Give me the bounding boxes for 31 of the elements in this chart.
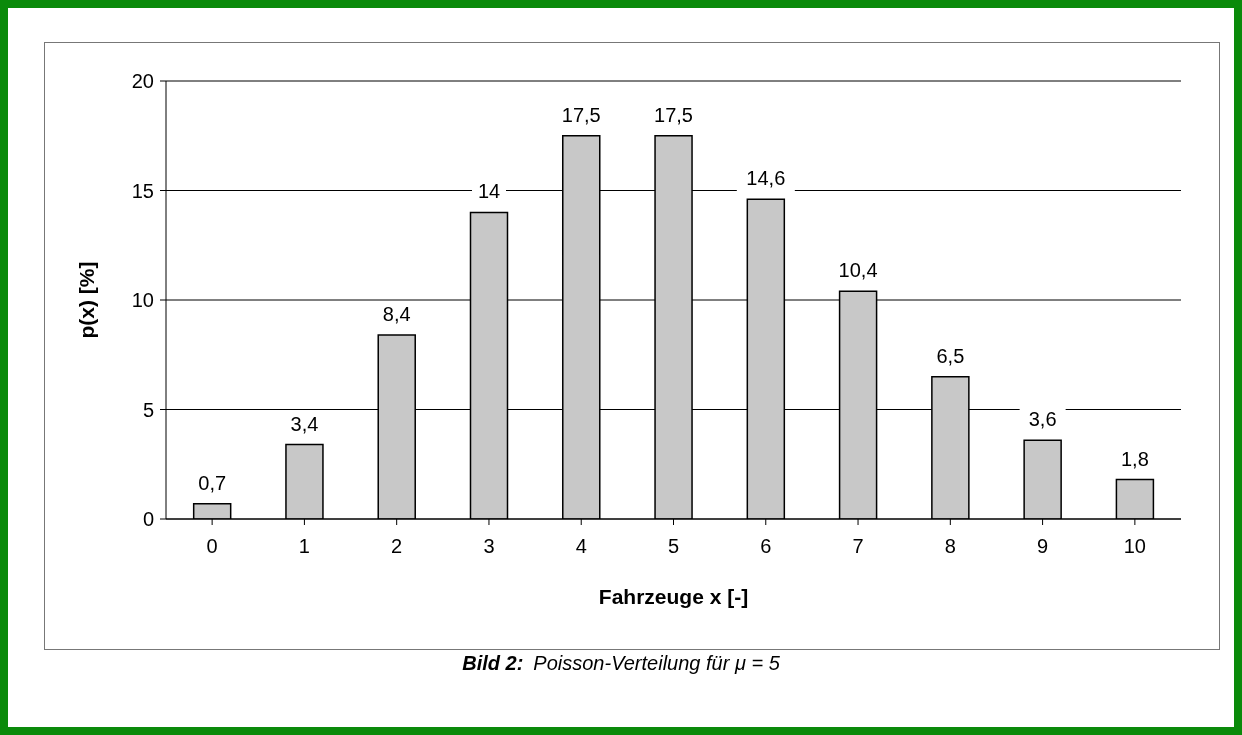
x-tick-label: 2 — [391, 535, 403, 558]
y-tick-label: 0 — [142, 508, 154, 531]
data-label: 14 — [477, 180, 501, 203]
text: Poisson-Verteilung für μ = 5 — [533, 652, 780, 674]
data-label: 10,4 — [838, 259, 878, 282]
data-label: 6,5 — [936, 344, 965, 367]
x-tick-label: 1 — [298, 535, 310, 558]
y-tick-label: 5 — [142, 398, 154, 421]
x-tick-label: 10 — [1123, 535, 1146, 558]
text: Bild 2: — [462, 652, 524, 674]
data-label: 3,4 — [290, 412, 319, 435]
data-label: 0,7 — [198, 471, 227, 494]
data-label: 1,8 — [1121, 447, 1149, 470]
y-tick-label: 20 — [131, 70, 154, 93]
data-label: 8,4 — [382, 303, 411, 326]
y-tick-label: 15 — [131, 179, 154, 202]
x-tick-label: 5 — [667, 535, 680, 558]
data-label: 14,6 — [746, 167, 786, 190]
x-axis-title: Fahrzeuge x [-] — [598, 584, 749, 608]
y-axis-title: p(x) [%] — [75, 261, 99, 339]
x-tick-label: 3 — [483, 535, 495, 558]
data-label: 17,5 — [654, 103, 694, 126]
y-tick-label: 10 — [131, 289, 154, 312]
x-tick-label: 4 — [575, 535, 587, 558]
x-tick-label: 6 — [760, 535, 772, 558]
data-label: 17,5 — [561, 103, 601, 126]
data-label: 3,6 — [1028, 408, 1057, 431]
x-tick-label: 9 — [1037, 535, 1049, 558]
x-tick-label: 8 — [944, 535, 956, 558]
x-tick-label: 0 — [206, 535, 218, 558]
x-tick-label: 7 — [852, 535, 864, 558]
